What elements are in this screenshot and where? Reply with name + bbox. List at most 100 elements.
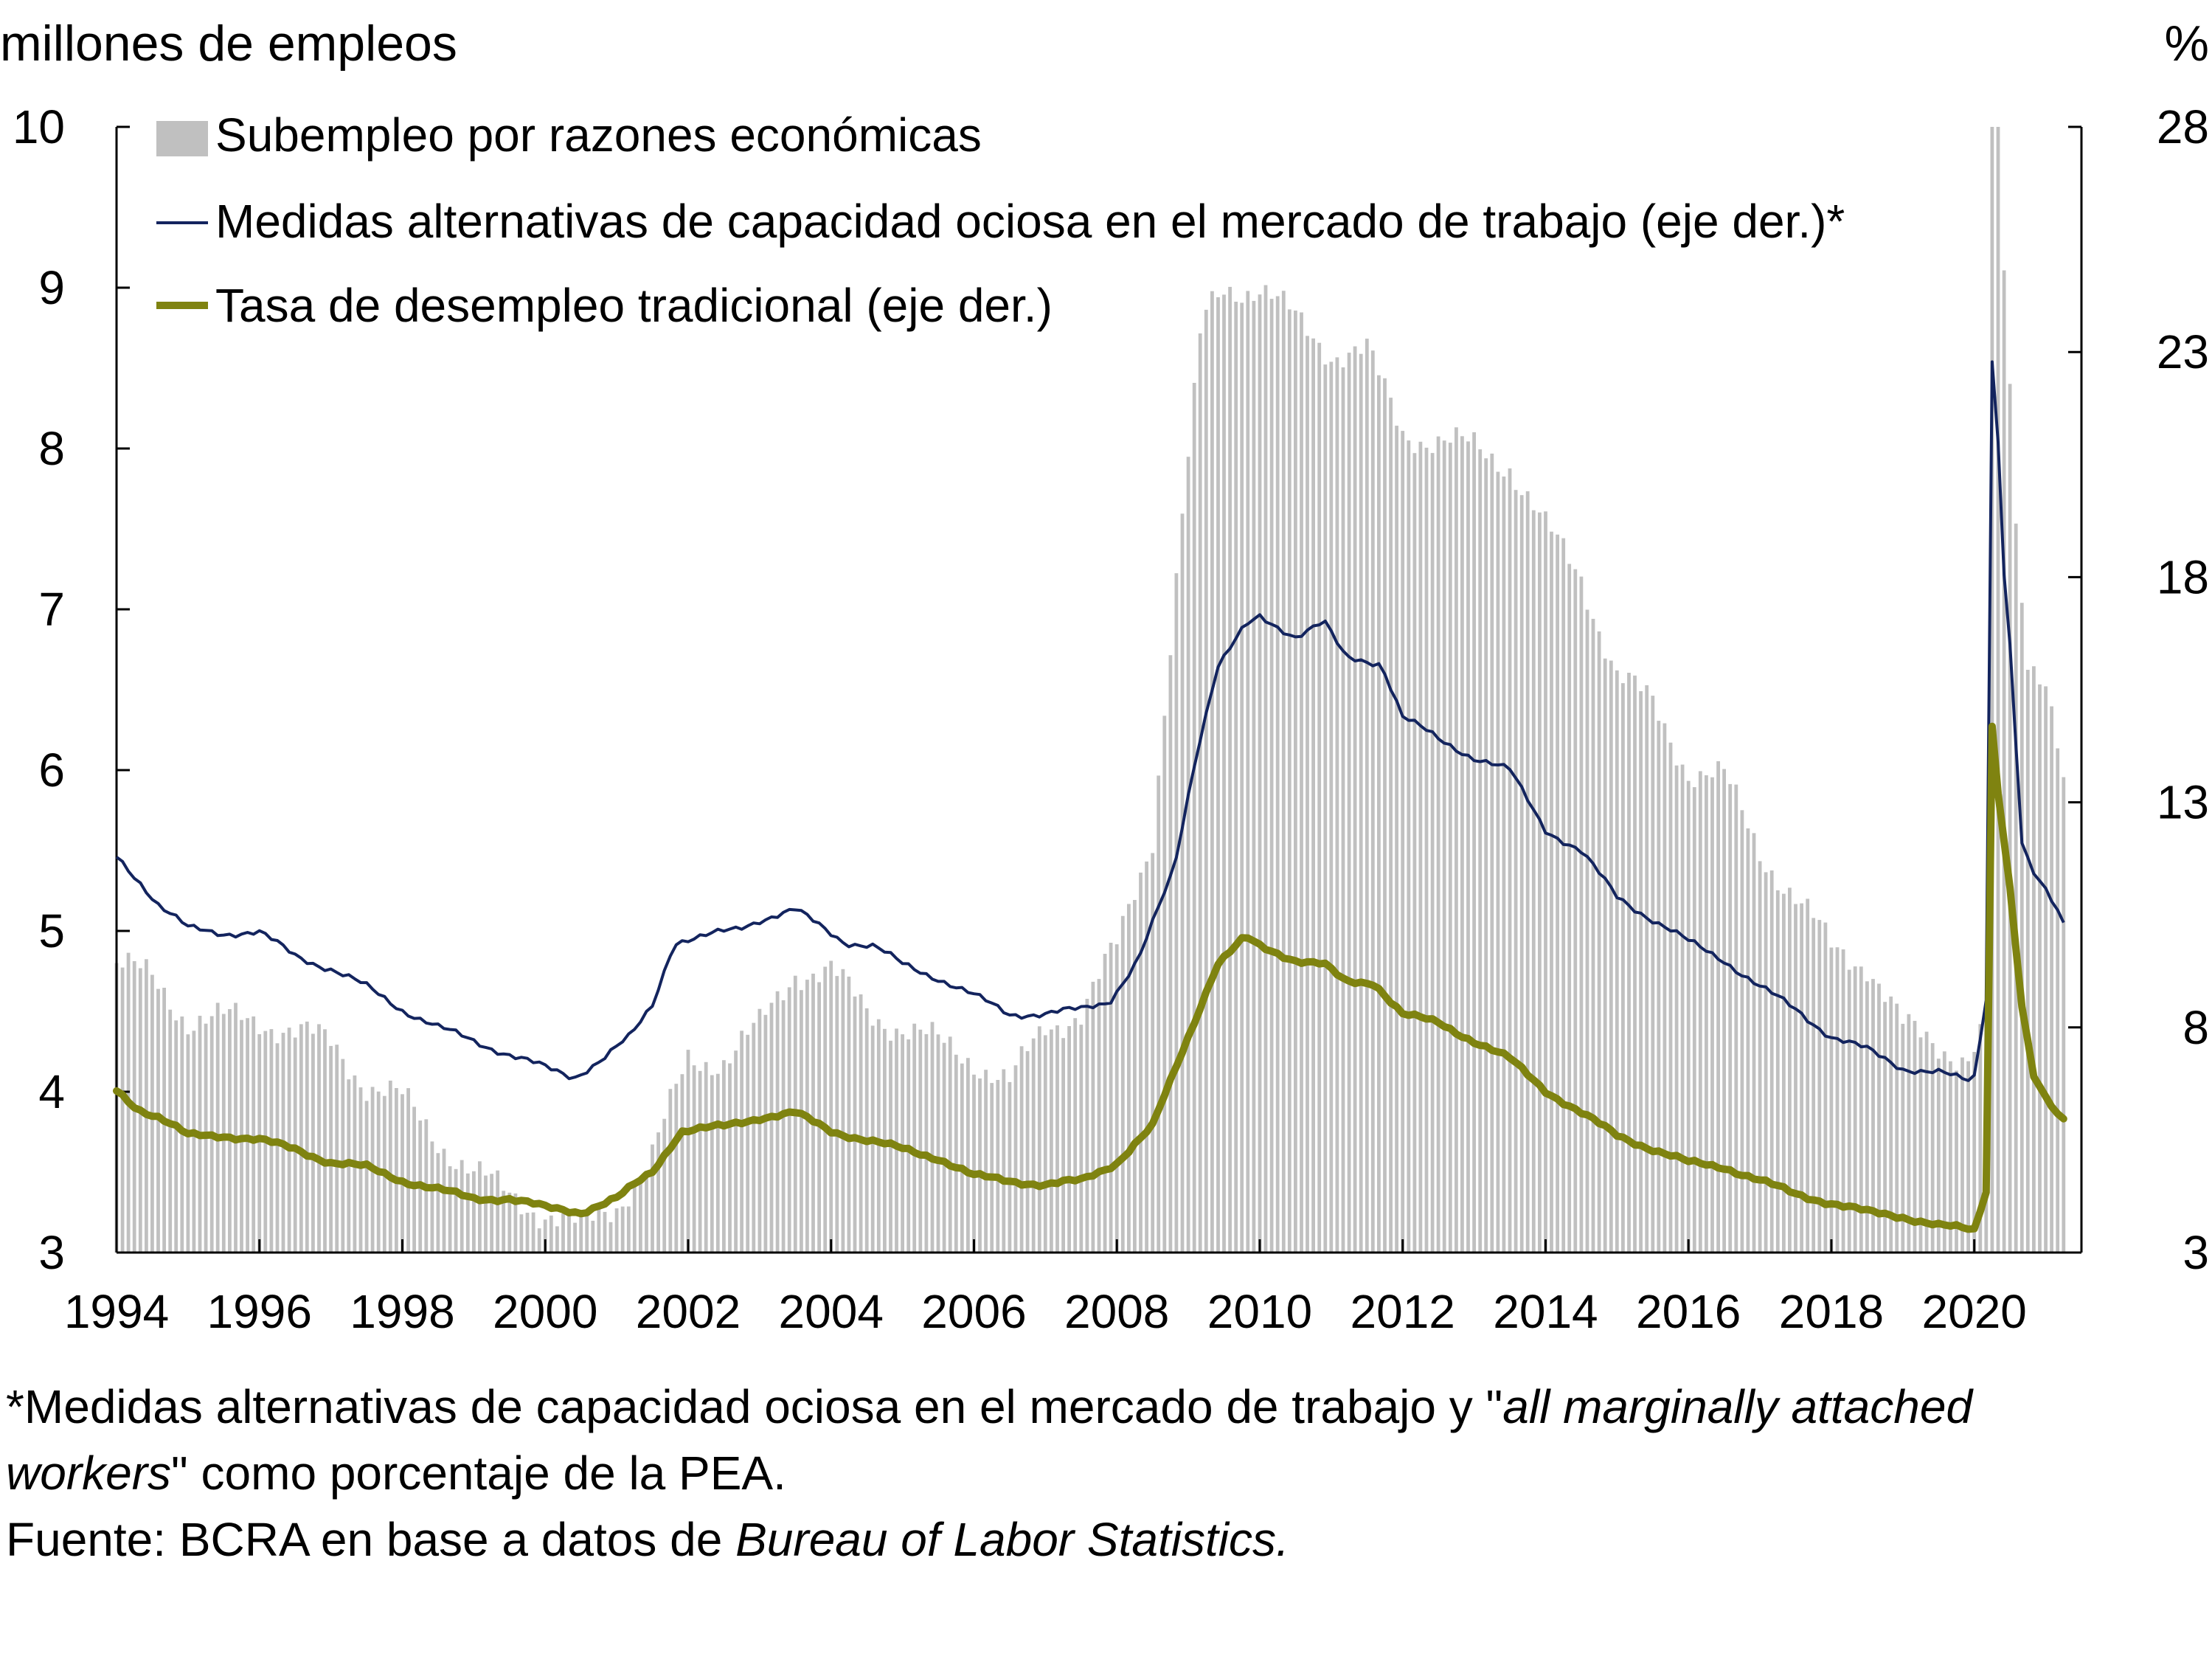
right-axis-title: % xyxy=(2165,15,2209,72)
subempleo-bar xyxy=(1996,127,2000,1253)
subempleo-bar xyxy=(1841,949,1845,1253)
subempleo-bar xyxy=(1544,511,1547,1253)
subempleo-bar xyxy=(692,1065,696,1253)
subempleo-bar xyxy=(686,1050,690,1253)
subempleo-bar xyxy=(984,1070,988,1253)
subempleo-bar xyxy=(168,1009,173,1253)
subempleo-bar xyxy=(1401,431,1405,1253)
subempleo-bar xyxy=(591,1220,595,1253)
subempleo-bar xyxy=(1073,1018,1078,1253)
subempleo-bar xyxy=(1823,922,1828,1253)
axes xyxy=(115,127,2083,1254)
subempleo-bar xyxy=(1627,673,1631,1253)
subempleo-bar xyxy=(1204,309,1208,1253)
subempleo-bar xyxy=(192,1031,196,1253)
subempleo-bar xyxy=(513,1193,518,1253)
subempleo-bar xyxy=(305,1021,309,1253)
subempleo-bar xyxy=(1460,436,1464,1253)
subempleo-bar xyxy=(525,1213,530,1253)
subempleo-bar xyxy=(1556,534,1559,1253)
subempleo-bar xyxy=(478,1161,482,1253)
subempleo-bar xyxy=(1442,440,1446,1253)
footnote-suffix: " como porcentaje de la PEA. xyxy=(171,1447,786,1500)
subempleo-bar xyxy=(662,1118,667,1253)
chart: 10 9 8 7 6 5 4 3 28 23 18 13 8 3 1994 1996 1998 2000 2002 2… xyxy=(0,15,2209,1338)
subempleo-bar xyxy=(1008,1081,1012,1253)
subempleo-bar xyxy=(811,973,815,1253)
right-y-tick-label: 18 xyxy=(2157,550,2209,603)
subempleo-bar xyxy=(1407,440,1411,1253)
subempleo-bar xyxy=(2032,666,2036,1253)
subempleo-bar xyxy=(465,1173,470,1253)
x-tick-label: 2006 xyxy=(921,1285,1026,1338)
subempleo-bar xyxy=(1067,1026,1071,1253)
subempleo-bar xyxy=(1829,947,1834,1253)
subempleo-bar xyxy=(603,1211,607,1253)
subempleo-bar xyxy=(1728,783,1733,1253)
subempleo-bar xyxy=(329,1045,333,1253)
subempleo-bar xyxy=(502,1191,506,1253)
subempleo-bar xyxy=(1216,297,1220,1253)
subempleo-bar xyxy=(1859,966,1863,1253)
subempleo-bar xyxy=(221,1014,226,1253)
subempleo-bar xyxy=(1853,966,1857,1253)
subempleo-bar xyxy=(1198,333,1202,1253)
subempleo-bar xyxy=(358,1087,363,1253)
subempleo-bar xyxy=(1835,947,1840,1253)
x-tick-label: 2004 xyxy=(779,1285,884,1338)
subempleo-bar xyxy=(698,1070,702,1253)
subempleo-bar xyxy=(2025,670,2030,1253)
ticks: 10 9 8 7 6 5 4 3 28 23 18 13 8 3 1994 1996 1998 2000 2002 2… xyxy=(13,100,2209,1338)
subempleo-bar xyxy=(442,1149,446,1253)
subempleo-bar xyxy=(1746,828,1750,1253)
subempleo-bar xyxy=(257,1034,262,1253)
subempleo-bar xyxy=(1300,312,1303,1253)
subempleo-bar xyxy=(555,1226,559,1253)
subempleo-bar xyxy=(1389,398,1393,1253)
subempleo-bar xyxy=(1788,887,1792,1253)
source-italic: Bureau of Labor Statistics. xyxy=(735,1513,1289,1566)
subempleo-bar xyxy=(341,1059,345,1253)
subempleo-bar xyxy=(1668,742,1673,1253)
subempleo-bar xyxy=(1734,784,1738,1253)
subempleo-bar xyxy=(620,1206,625,1253)
subempleo-bar xyxy=(912,1023,917,1253)
subempleo-bar xyxy=(835,976,839,1253)
subempleo-bar xyxy=(728,1063,732,1253)
subempleo-bar xyxy=(1550,531,1553,1253)
left-y-tick-label: 8 xyxy=(38,422,65,475)
left-y-tick-label: 5 xyxy=(38,904,65,957)
x-tick-label: 1996 xyxy=(207,1285,312,1338)
subempleo-bar xyxy=(1525,491,1530,1253)
x-tick-label: 2010 xyxy=(1207,1285,1312,1338)
left-y-tick-label: 6 xyxy=(38,744,65,797)
subempleo-bar xyxy=(234,1002,238,1253)
x-tick-label: 2008 xyxy=(1064,1285,1169,1338)
subempleo-bar xyxy=(1455,427,1458,1253)
subempleo-bar xyxy=(1538,512,1542,1253)
subempleo-bar xyxy=(1758,861,1762,1253)
subempleo-bar xyxy=(215,1002,220,1253)
subempleo-bar xyxy=(567,1211,571,1253)
subempleo-bar xyxy=(1698,771,1702,1253)
subempleo-bar xyxy=(1192,383,1196,1253)
subempleo-bar xyxy=(1674,765,1679,1253)
subempleo-bar xyxy=(1716,761,1720,1253)
subempleo-bar xyxy=(1686,780,1691,1253)
footnote-prefix: *Medidas alternativas de capacidad ocios… xyxy=(6,1380,1503,1433)
subempleo-bar xyxy=(1633,675,1637,1253)
subempleo-bar xyxy=(1609,660,1613,1253)
subempleo-bar xyxy=(1359,353,1363,1253)
subempleo-bar xyxy=(1639,691,1643,1253)
subempleo-bar xyxy=(1353,346,1357,1253)
subempleo-bar xyxy=(930,1022,935,1253)
subempleo-bar xyxy=(1412,453,1417,1253)
subempleo-bar xyxy=(2014,523,2018,1253)
subempleo-bar xyxy=(1430,453,1435,1253)
subempleo-bar xyxy=(252,1016,256,1253)
subempleo-bar xyxy=(1383,378,1387,1253)
subempleo-bar xyxy=(710,1075,714,1253)
subempleo-bar xyxy=(942,1042,946,1253)
subempleo-bar xyxy=(781,1000,786,1253)
subempleo-bar xyxy=(228,1009,232,1253)
